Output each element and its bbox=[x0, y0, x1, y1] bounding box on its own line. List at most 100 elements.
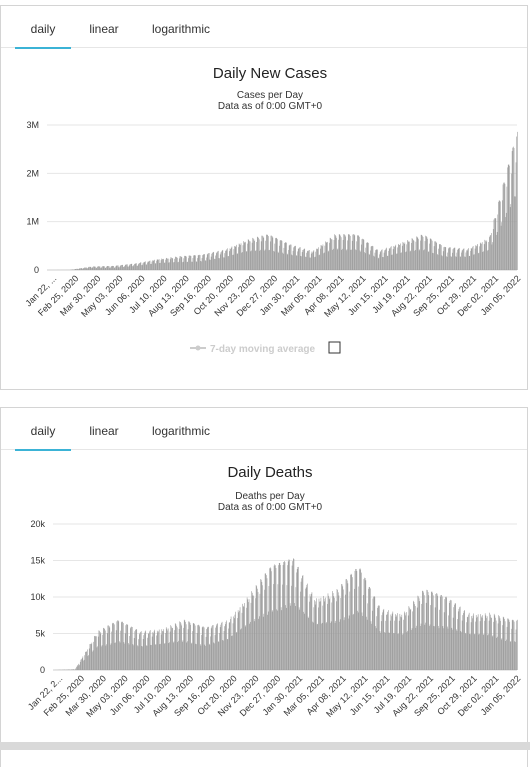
bar[interactable] bbox=[111, 643, 112, 670]
bar[interactable] bbox=[92, 643, 93, 670]
bar[interactable] bbox=[404, 612, 405, 670]
bar[interactable] bbox=[156, 261, 157, 270]
bar[interactable] bbox=[228, 629, 229, 670]
bar[interactable] bbox=[327, 604, 328, 670]
bar[interactable] bbox=[181, 625, 182, 670]
bar[interactable] bbox=[151, 264, 152, 270]
bar[interactable] bbox=[450, 600, 451, 670]
bar[interactable] bbox=[197, 633, 198, 670]
bar[interactable] bbox=[226, 622, 227, 670]
bar[interactable] bbox=[434, 241, 435, 270]
bar[interactable] bbox=[400, 617, 401, 670]
bar[interactable] bbox=[346, 250, 347, 270]
bar[interactable] bbox=[78, 269, 79, 270]
bar[interactable] bbox=[282, 241, 283, 270]
bar[interactable] bbox=[127, 625, 128, 670]
bar[interactable] bbox=[286, 608, 287, 670]
bar[interactable] bbox=[306, 587, 307, 670]
bar[interactable] bbox=[453, 248, 454, 270]
bar[interactable] bbox=[428, 595, 429, 670]
bar[interactable] bbox=[358, 235, 359, 270]
bar[interactable] bbox=[501, 226, 502, 270]
bar[interactable] bbox=[210, 260, 211, 270]
bar[interactable] bbox=[452, 253, 453, 270]
bar[interactable] bbox=[89, 267, 90, 270]
bar[interactable] bbox=[106, 646, 107, 670]
bar[interactable] bbox=[380, 252, 381, 270]
bar[interactable] bbox=[379, 606, 380, 670]
bar[interactable] bbox=[179, 258, 180, 270]
bar[interactable] bbox=[433, 595, 434, 670]
bar[interactable] bbox=[332, 239, 333, 270]
bar[interactable] bbox=[86, 267, 87, 270]
bar[interactable] bbox=[244, 607, 245, 670]
bar[interactable] bbox=[148, 634, 149, 670]
bar[interactable] bbox=[366, 580, 367, 670]
bar[interactable] bbox=[516, 630, 517, 670]
bar[interactable] bbox=[360, 252, 361, 270]
bar[interactable] bbox=[107, 266, 108, 270]
bar[interactable] bbox=[145, 262, 146, 270]
bar[interactable] bbox=[191, 262, 192, 270]
bar[interactable] bbox=[164, 644, 165, 670]
bar[interactable] bbox=[483, 252, 484, 270]
bar[interactable] bbox=[207, 628, 208, 670]
bar[interactable] bbox=[155, 644, 156, 670]
bar[interactable] bbox=[307, 585, 308, 670]
bar[interactable] bbox=[440, 244, 441, 270]
bar[interactable] bbox=[256, 250, 257, 270]
bar[interactable] bbox=[79, 665, 80, 670]
bar[interactable] bbox=[237, 632, 238, 670]
bar[interactable] bbox=[317, 249, 318, 270]
bar[interactable] bbox=[504, 617, 505, 670]
bar[interactable] bbox=[441, 595, 442, 670]
bar[interactable] bbox=[263, 617, 264, 670]
bar[interactable] bbox=[267, 235, 268, 271]
bar[interactable] bbox=[448, 615, 449, 670]
bar[interactable] bbox=[330, 238, 331, 270]
bar[interactable] bbox=[99, 266, 100, 270]
bar[interactable] bbox=[407, 631, 408, 670]
bar[interactable] bbox=[190, 256, 191, 270]
bar[interactable] bbox=[118, 265, 119, 270]
bar[interactable] bbox=[113, 266, 114, 270]
bar[interactable] bbox=[106, 644, 107, 670]
bar[interactable] bbox=[134, 638, 135, 670]
bar[interactable] bbox=[417, 237, 418, 270]
bar[interactable] bbox=[463, 249, 464, 270]
bar[interactable] bbox=[409, 242, 410, 270]
bar[interactable] bbox=[281, 610, 282, 670]
bar[interactable] bbox=[424, 249, 425, 270]
bar[interactable] bbox=[503, 183, 504, 270]
bar[interactable] bbox=[75, 668, 76, 670]
bar[interactable] bbox=[237, 253, 238, 270]
bar[interactable] bbox=[260, 594, 261, 670]
bar[interactable] bbox=[499, 201, 500, 270]
bar[interactable] bbox=[180, 256, 181, 270]
bar[interactable] bbox=[258, 238, 259, 270]
bar[interactable] bbox=[135, 263, 136, 270]
bar[interactable] bbox=[391, 615, 392, 670]
bar[interactable] bbox=[269, 586, 270, 670]
bar[interactable] bbox=[236, 245, 237, 270]
bar[interactable] bbox=[167, 258, 168, 270]
bar[interactable] bbox=[273, 238, 274, 270]
bar[interactable] bbox=[463, 613, 464, 670]
bar[interactable] bbox=[265, 573, 266, 670]
bar[interactable] bbox=[159, 263, 160, 270]
bar[interactable] bbox=[369, 254, 370, 270]
bar[interactable] bbox=[498, 615, 499, 670]
bar[interactable] bbox=[96, 268, 97, 270]
bar[interactable] bbox=[108, 626, 109, 670]
bar[interactable] bbox=[72, 669, 73, 670]
bar[interactable] bbox=[131, 627, 132, 670]
bar[interactable] bbox=[340, 619, 341, 670]
bar[interactable] bbox=[171, 626, 172, 670]
bar[interactable] bbox=[176, 626, 177, 670]
bar[interactable] bbox=[355, 571, 356, 670]
bar[interactable] bbox=[407, 632, 408, 670]
bar[interactable] bbox=[109, 627, 110, 670]
bar[interactable] bbox=[484, 621, 485, 670]
bar[interactable] bbox=[335, 235, 336, 270]
bar[interactable] bbox=[187, 262, 188, 270]
